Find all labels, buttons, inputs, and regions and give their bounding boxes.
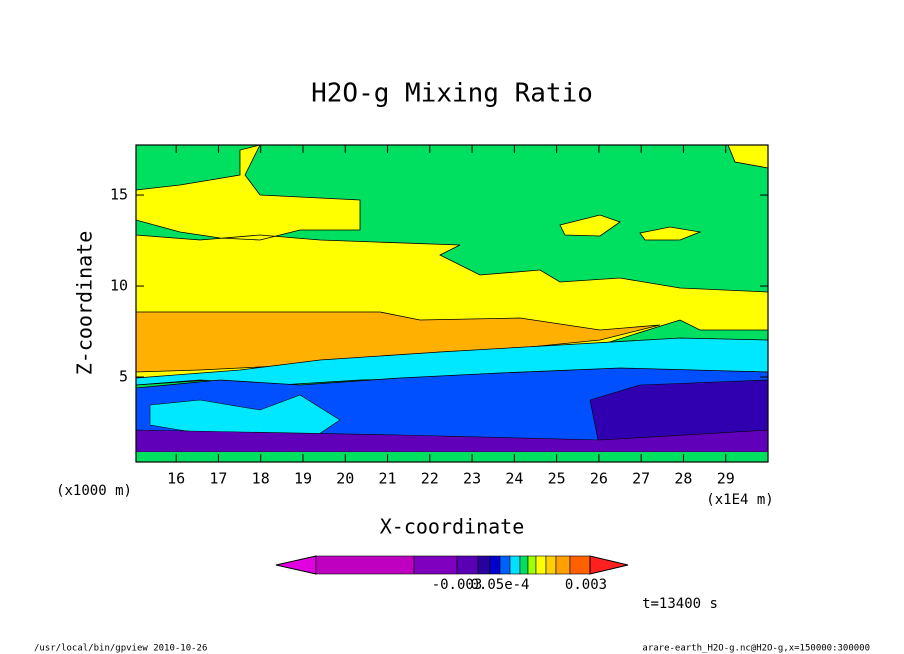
- footer-right: arare-earth_H2O-g.nc@H2O-g,x=150000:3000…: [642, 644, 870, 654]
- colorbar-segment: [315, 555, 415, 575]
- x-tick-label: 21: [379, 470, 397, 488]
- x-axis-label: X-coordinate: [380, 515, 525, 539]
- y-unit: (x1000 m): [56, 483, 132, 499]
- y-tick-label: 5: [119, 368, 128, 386]
- colorbar-segment: [569, 555, 591, 575]
- colorbar-segment: [499, 555, 511, 575]
- colorbar-segment: [519, 555, 529, 575]
- x-tick-label: 26: [590, 470, 608, 488]
- colorbar-segment: [489, 555, 501, 575]
- region: [135, 311, 661, 373]
- x-tick-label: 24: [505, 470, 523, 488]
- x-tick-label: 23: [463, 470, 481, 488]
- chart-title: H2O-g Mixing Ratio: [311, 79, 593, 109]
- y-tick-label: 10: [110, 277, 128, 295]
- region: [149, 394, 341, 441]
- colorbar-segment: [477, 555, 491, 575]
- y-axis-label: Z-coordinate: [73, 231, 97, 376]
- colorbar-over: [589, 555, 629, 575]
- region: [136, 452, 768, 462]
- colorbar-segment: [509, 555, 521, 575]
- region: [639, 226, 702, 241]
- x-tick-label: 28: [674, 470, 692, 488]
- x-tick-label: 16: [167, 470, 185, 488]
- x-tick-label: 29: [717, 470, 735, 488]
- x-tick-label: 17: [209, 470, 227, 488]
- time-label: t=13400 s: [642, 596, 718, 612]
- contour-field: [135, 144, 769, 462]
- x-tick-label: 20: [336, 470, 354, 488]
- colorbar-label: 0.05e-4: [470, 577, 529, 593]
- colorbar-segment: [555, 555, 571, 575]
- x-tick-label: 25: [548, 470, 566, 488]
- region: [559, 214, 621, 237]
- x-tick-label: 22: [421, 470, 439, 488]
- y-tick-label: 15: [110, 186, 128, 204]
- x-unit: (x1E4 m): [706, 492, 773, 508]
- plot-frame: [135, 144, 769, 463]
- colorbar-label: -0.003: [432, 577, 483, 593]
- colorbar-segment: [527, 555, 537, 575]
- footer-left: /usr/local/bin/gpview 2010-10-26: [34, 644, 207, 654]
- colorbar-label: 0.003: [565, 577, 607, 593]
- x-tick-label: 27: [632, 470, 650, 488]
- x-tick-label: 18: [252, 470, 270, 488]
- colorbar-segment: [413, 555, 458, 575]
- colorbar-under: [275, 555, 317, 575]
- colorbar-segment: [456, 555, 479, 575]
- colorbar-segment: [545, 555, 557, 575]
- colorbar-segment: [535, 555, 547, 575]
- x-tick-label: 19: [294, 470, 312, 488]
